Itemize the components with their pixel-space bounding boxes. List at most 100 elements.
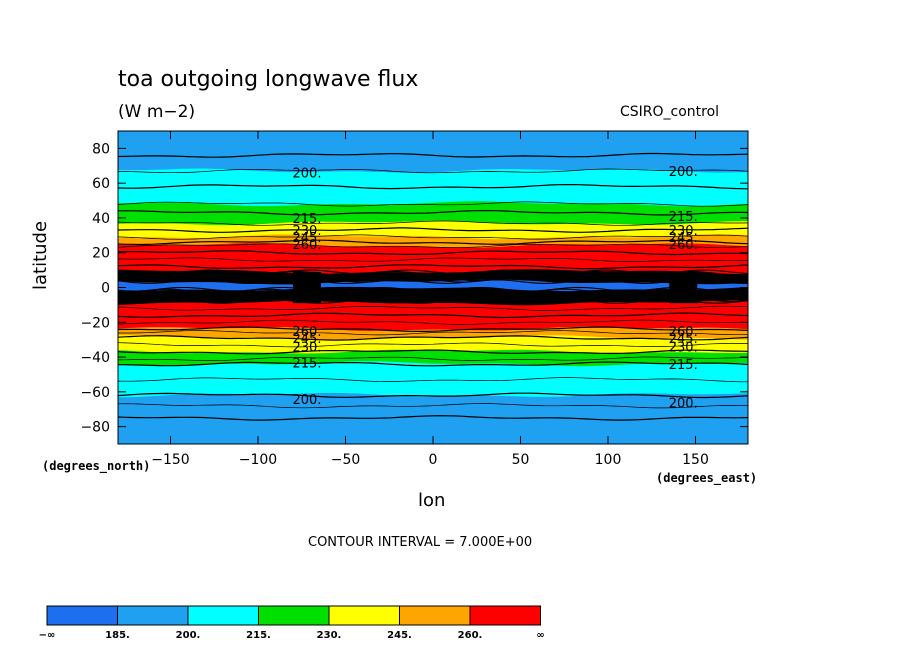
contour-line (117, 234, 749, 240)
colorbar-label: 200. (176, 630, 201, 641)
contour-line (117, 305, 749, 311)
contour-line (117, 250, 749, 256)
contour-label: 230. (293, 341, 322, 356)
y-tick-label: −20 (80, 315, 110, 331)
contour-label: 230. (293, 224, 322, 239)
colorbar-label: 260. (458, 630, 483, 641)
contour-label: 245. (669, 231, 698, 246)
contour-line (117, 312, 749, 319)
contour-line (117, 152, 749, 158)
contour-line (117, 319, 748, 325)
y-axis-unit: (degrees_north) (42, 459, 151, 473)
contour-label: 215. (669, 358, 698, 373)
y-tick-label: 60 (92, 176, 110, 192)
contour-line (117, 210, 749, 216)
colorbar-label: ∞ (536, 630, 544, 641)
contour-line (117, 377, 748, 383)
fill-bands (117, 130, 749, 445)
contour-line (117, 349, 749, 355)
contour-line (117, 342, 749, 348)
colorbar-label: 185. (105, 630, 130, 641)
colorbar-label: 215. (246, 630, 271, 641)
contour-line (117, 269, 749, 275)
colorbar-label: 245. (387, 630, 412, 641)
contour-label: 245. (669, 332, 698, 347)
contour-line (117, 276, 749, 282)
contour-line (117, 292, 749, 297)
contour-label: 230. (669, 224, 698, 239)
contour-line (117, 403, 749, 409)
contour-line (117, 239, 749, 246)
colorbar-swatch (117, 605, 189, 626)
band-14 (117, 361, 749, 398)
contour-line (117, 299, 749, 304)
y-tick-label: −80 (80, 420, 110, 436)
y-tick-label: 0 (101, 281, 110, 297)
x-axis-label: lon (418, 490, 446, 511)
contour-line (117, 279, 749, 284)
colorbar-swatch (187, 605, 259, 626)
y-tick-label: 80 (92, 141, 110, 157)
colorbar-label: −∞ (39, 630, 56, 641)
colorbar-swatch (399, 605, 471, 626)
x-tick-label: 150 (682, 452, 709, 468)
contour-label-cluster (669, 271, 698, 304)
contour-lines (117, 152, 749, 421)
contour-line (117, 277, 749, 283)
contour-labels: 200. 200.215. 215.230. 230.245. 245.260. 260.… (293, 165, 698, 411)
x-axis-unit: (degrees_east) (656, 471, 758, 485)
y-tick-label: −40 (80, 350, 110, 366)
contour-label: 245. (293, 231, 322, 246)
contour-interval: CONTOUR INTERVAL = 7.000E+00 (308, 535, 533, 550)
x-tick-label: −50 (331, 452, 361, 468)
contour-line (117, 220, 749, 226)
contour-line (117, 415, 749, 421)
x-tick-label: −100 (239, 452, 277, 468)
contour-label: 230. (669, 341, 698, 356)
contour-line (117, 184, 749, 190)
dataset-label: CSIRO_control (620, 104, 720, 120)
y-tick-label: 20 (92, 246, 110, 262)
contour-line (117, 392, 749, 399)
contour-line (117, 361, 749, 367)
contour-line (117, 326, 749, 332)
contour-label: 200. (293, 167, 322, 182)
colorbar: −∞ 185. 200. 215. 230. 245. 260. ∞ (39, 605, 545, 641)
contour-line (118, 168, 749, 174)
contour-line (117, 257, 749, 262)
contour-label: 245. (293, 332, 322, 347)
contour-label: 200. (669, 396, 698, 411)
contour-label: 215. (669, 210, 698, 225)
contour-line (117, 201, 749, 207)
colorbar-swatch (258, 605, 330, 626)
contour-line (117, 264, 749, 270)
contour-label: 200. (669, 165, 698, 180)
contour-label: 260. (293, 325, 322, 340)
contour-line (117, 243, 749, 248)
chart-title: toa outgoing longwave flux (118, 67, 419, 92)
x-tick-label: 100 (595, 452, 622, 468)
x-tick-label: 50 (512, 452, 530, 468)
y-axis-label: latitude (30, 220, 51, 290)
contour-line (117, 293, 749, 299)
contour-label: 215. (293, 212, 322, 227)
colorbar-label: 230. (317, 630, 342, 641)
contour-label: 200. (293, 393, 322, 408)
contour-line (117, 356, 748, 361)
contour-line (117, 335, 749, 341)
y-axis: 80 60 40 20 0 −20 −40 −60 −80 (80, 141, 748, 436)
colorbar-swatch (46, 605, 118, 626)
x-axis: −150 −100 −50 0 50 100 150 (151, 131, 709, 468)
colorbar-swatch (469, 605, 541, 626)
y-tick-label: −60 (80, 385, 110, 401)
contour-line (117, 227, 749, 233)
contour-label: 260. (293, 238, 322, 253)
contour-label: 215. (293, 356, 322, 371)
contour-label: 260. (669, 325, 698, 340)
colorbar-swatch (328, 605, 400, 626)
contour-label: 260. (669, 238, 698, 253)
contour-line (117, 295, 749, 301)
x-tick-label: 0 (429, 452, 438, 468)
y-tick-label: 40 (92, 211, 110, 227)
